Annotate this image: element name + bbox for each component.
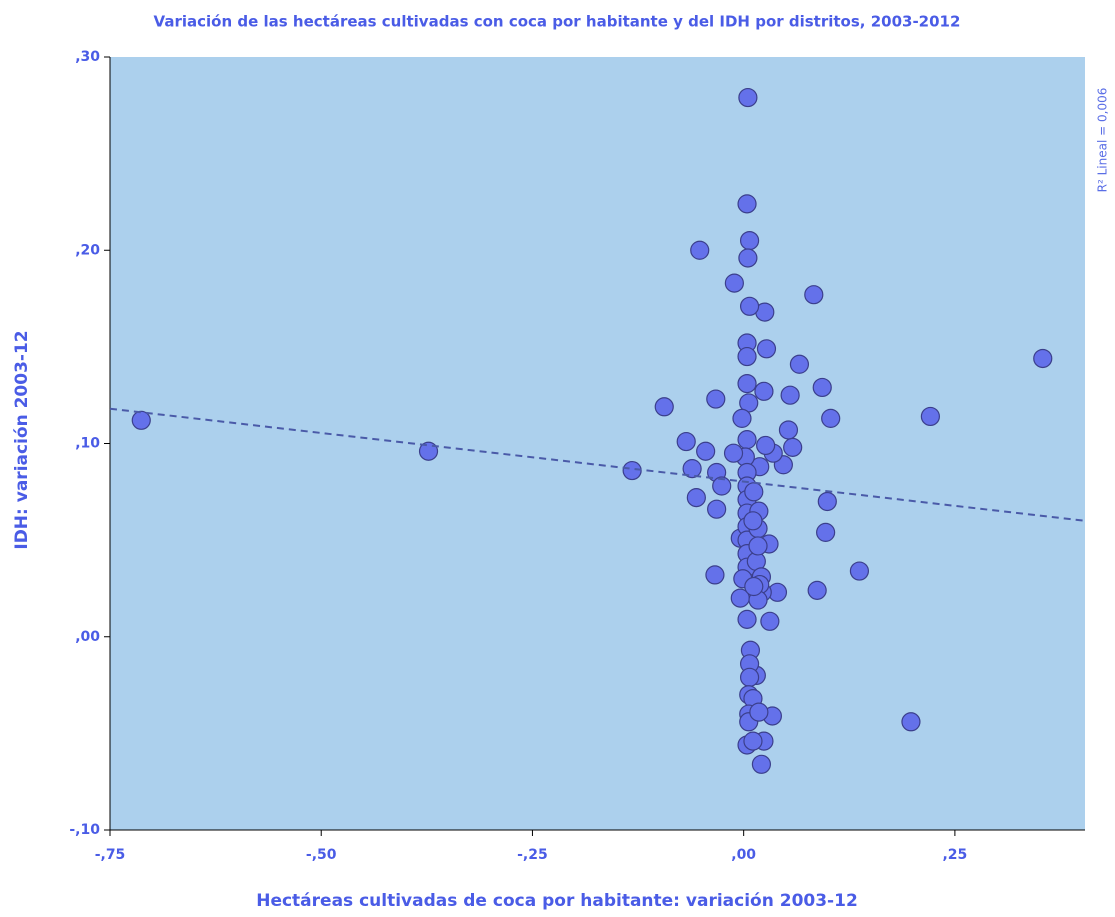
point xyxy=(901,712,921,732)
point xyxy=(748,536,768,556)
point xyxy=(739,296,760,316)
x-tick-label: ,25 xyxy=(942,847,967,863)
point xyxy=(812,377,832,398)
point xyxy=(131,410,151,430)
point xyxy=(705,565,725,585)
x-tick-label: -,75 xyxy=(95,847,126,863)
point xyxy=(622,460,642,481)
point xyxy=(756,339,777,359)
r2-annotation: R² Lineal = 0,006 xyxy=(1096,88,1110,193)
point xyxy=(696,441,716,461)
point xyxy=(744,576,764,597)
y-tick-label: ,10 xyxy=(75,436,100,452)
point xyxy=(686,488,706,508)
point xyxy=(737,194,757,214)
point xyxy=(739,230,760,251)
y-axis-label: IDH: variación 2003-12 xyxy=(12,330,32,549)
point xyxy=(804,285,824,305)
y-tick-label: ,00 xyxy=(75,629,100,645)
point xyxy=(783,437,803,457)
chart-title: Variación de las hectáreas cultivadas co… xyxy=(154,13,961,31)
point xyxy=(676,431,696,452)
fit-line xyxy=(109,407,1086,522)
point xyxy=(706,389,726,409)
point xyxy=(654,397,674,417)
point xyxy=(760,611,780,631)
point xyxy=(778,420,799,440)
point xyxy=(743,511,763,531)
point xyxy=(737,430,757,450)
point xyxy=(849,561,870,581)
point xyxy=(723,443,744,463)
point xyxy=(817,491,837,512)
point xyxy=(738,87,758,108)
point xyxy=(920,406,940,427)
point xyxy=(1033,348,1053,369)
point xyxy=(724,273,744,293)
point xyxy=(743,731,763,751)
point xyxy=(789,354,810,374)
y-tick-label: ,30 xyxy=(75,49,100,65)
point xyxy=(816,522,836,542)
point xyxy=(756,435,776,456)
y-tick-label: -,10 xyxy=(69,822,100,838)
x-tick-label: ,00 xyxy=(731,847,756,863)
point xyxy=(751,754,772,774)
point xyxy=(738,248,758,268)
point xyxy=(749,702,769,722)
point xyxy=(821,408,841,428)
point xyxy=(754,381,774,401)
x-tick-label: -,25 xyxy=(517,847,548,863)
point xyxy=(732,408,752,428)
point xyxy=(737,373,757,394)
plot-area xyxy=(110,57,1085,830)
point xyxy=(744,482,764,502)
point xyxy=(712,476,732,496)
x-tick-label: -,50 xyxy=(306,847,337,863)
point xyxy=(682,459,702,479)
x-axis-label: Hectáreas cultivadas de coca por habitan… xyxy=(256,891,858,911)
point xyxy=(690,240,710,260)
point xyxy=(737,609,757,629)
point xyxy=(780,385,800,405)
point xyxy=(739,667,760,687)
point xyxy=(707,499,727,519)
point xyxy=(737,346,757,367)
y-tick-label: ,20 xyxy=(75,242,100,258)
point xyxy=(807,580,827,600)
